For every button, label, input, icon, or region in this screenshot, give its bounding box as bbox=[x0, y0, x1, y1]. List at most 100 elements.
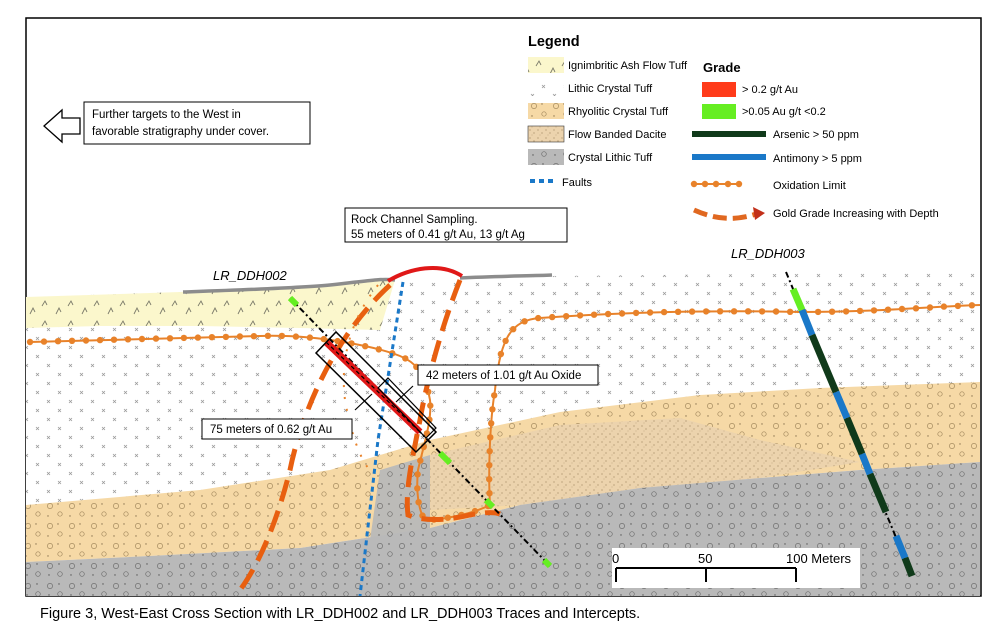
legend-swatch-ignimbrite bbox=[528, 57, 564, 73]
oxide-intercept-box bbox=[314, 330, 438, 454]
ddh003-arsenic-2 bbox=[843, 416, 866, 456]
oxidation-limit-dot bbox=[486, 448, 493, 455]
oxidation-limit-dot bbox=[632, 309, 640, 317]
oxidation-limit-dot bbox=[180, 334, 188, 342]
rock-channel-sample bbox=[386, 265, 464, 283]
legend-label-low-grade: >0.05 Au g/t <0.2 bbox=[742, 106, 826, 118]
oxidation-limit-dot bbox=[208, 334, 216, 341]
legend-swatch-crystal-lithic-tuff bbox=[528, 149, 564, 165]
oxidation-limit-dot bbox=[166, 335, 174, 342]
oxidation-limit-dot bbox=[660, 308, 668, 316]
oxidation-limit-dot bbox=[828, 308, 836, 315]
ddh003-antimony-4 bbox=[892, 534, 909, 560]
legend-swatch-high-grade bbox=[702, 82, 736, 97]
oxidation-limit-dot bbox=[54, 338, 62, 345]
oxidation-limit-dot bbox=[576, 312, 584, 319]
legend-oxidation-dot bbox=[712, 180, 720, 188]
legend-swatch-low-grade bbox=[702, 104, 736, 119]
oxidation-limit-dot bbox=[521, 318, 528, 325]
oxidation-limit-dot bbox=[814, 308, 822, 316]
oxidation-limit-dot bbox=[264, 332, 272, 339]
oxidation-limit-dot bbox=[414, 471, 421, 478]
legend-label-flow-banded-dacite: Flow Banded Dacite bbox=[568, 129, 666, 141]
legend-swatch-rhyolitic-crystal-tuff bbox=[528, 103, 564, 119]
oxidation-limit-dot bbox=[590, 311, 598, 318]
oxidation-limit-dot bbox=[486, 462, 493, 469]
oxidation-limit-dot bbox=[486, 476, 493, 483]
gold-grade-arc-east bbox=[404, 279, 501, 522]
legend-title: Legend bbox=[528, 34, 580, 50]
oxidation-limit-dot bbox=[702, 308, 710, 315]
ddh003-arsenic-1 bbox=[808, 333, 840, 394]
oxidation-limit-dot bbox=[278, 332, 286, 340]
oxidation-limit-dot bbox=[82, 337, 90, 344]
oxidation-limit-dot bbox=[250, 333, 258, 340]
oxidation-limit-dot bbox=[402, 355, 409, 362]
oxidation-limit-dot bbox=[68, 337, 76, 344]
scale-label-100: 100 Meters bbox=[786, 551, 852, 566]
oxidation-limit-dot bbox=[375, 346, 382, 353]
oxidation-limit-dot bbox=[502, 337, 509, 345]
oxidation-limit-dot bbox=[417, 457, 424, 464]
cross-section bbox=[26, 272, 980, 596]
rock-channel-line2: 55 meters of 0.41 g/t Au, 13 g/t Ag bbox=[351, 229, 525, 241]
rock-channel-callout bbox=[344, 207, 568, 243]
rock-channel-line1: Rock Channel Sampling. bbox=[351, 214, 478, 226]
oxidation-limit-dot bbox=[968, 302, 976, 309]
oxidation-limit-dot bbox=[414, 485, 421, 492]
legend-label-crystal-lithic-tuff: Crystal Lithic Tuff bbox=[568, 152, 653, 164]
oxidation-limit-dot bbox=[236, 333, 244, 340]
oxidation-limit-dot bbox=[898, 305, 906, 313]
legend-label-faults: Faults bbox=[562, 177, 592, 189]
oxidation-limit-dot bbox=[786, 308, 794, 315]
ddh003-antimony-1 bbox=[798, 308, 816, 337]
ddh002-interval-center bbox=[325, 341, 421, 433]
oxidation-limit-dot bbox=[488, 420, 495, 427]
oxidation-limit-dot bbox=[138, 335, 146, 343]
ddh002-low-grade-3 bbox=[483, 497, 496, 510]
oxide-tick bbox=[395, 385, 414, 403]
oxidation-limit-dot bbox=[110, 336, 118, 343]
oxidation-limit-dot bbox=[320, 335, 327, 343]
oxidation-limit-dot bbox=[426, 416, 433, 423]
oxidation-limit-dot bbox=[772, 308, 780, 315]
oxidation-limit-dot bbox=[124, 336, 132, 343]
ddh002-low-grade-4 bbox=[541, 557, 553, 569]
oxidation-limit-dot bbox=[954, 302, 962, 310]
oxidation-limit-dot bbox=[415, 499, 422, 506]
oxidation-limit-dot bbox=[444, 514, 451, 521]
oxidation-limit-dot bbox=[926, 304, 934, 311]
intercept-callout-text: 75 meters of 0.62 g/t Au bbox=[210, 424, 332, 436]
oxidation-limit-dot bbox=[427, 402, 434, 409]
legend-label-gold-grade: Gold Grade Increasing with Depth bbox=[773, 208, 939, 220]
oxidation-limit-dot bbox=[940, 303, 948, 310]
legend-label-antimony: Antimony > 5 ppm bbox=[773, 153, 862, 165]
oxidation-limit-dot bbox=[604, 310, 612, 318]
legend-label-arsenic: Arsenic > 50 ppm bbox=[773, 129, 859, 141]
legend-label-rhyolitic-crystal-tuff: Rhyolitic Crystal Tuff bbox=[568, 106, 669, 118]
figure-caption: Figure 3, West-East Cross Section with L… bbox=[40, 606, 641, 622]
scale-label-50: 50 bbox=[698, 551, 712, 566]
legend-oxidation-dot bbox=[735, 180, 743, 188]
west-targets-callout bbox=[83, 101, 311, 145]
ddh002-label: LR_DDH002 bbox=[213, 268, 287, 283]
ddh003-low-grade bbox=[789, 287, 806, 312]
oxidation-limit-dot bbox=[716, 308, 724, 315]
fault-line bbox=[358, 281, 405, 597]
scale-bar: 0 50 100 Meters bbox=[612, 548, 860, 588]
oxidation-limit-dot bbox=[870, 307, 878, 314]
legend-label-ignimbrite: Ignimbritic Ash Flow Tuff bbox=[568, 60, 688, 72]
legend: Legend Grade Ignimbritic Ash Flow Tuff L… bbox=[527, 34, 939, 221]
oxidation-limit-dot bbox=[758, 308, 766, 315]
oxidation-limit-dot bbox=[744, 308, 752, 315]
oxidation-limit-dot bbox=[96, 336, 104, 344]
ddh002-low-grade-2 bbox=[437, 450, 453, 466]
oxide-intercept-inner-box bbox=[377, 377, 437, 439]
topography-line bbox=[182, 277, 396, 294]
legend-oxidation-dot bbox=[690, 180, 698, 188]
ddh003-label: LR_DDH003 bbox=[731, 246, 805, 261]
oxidation-limit-dot bbox=[306, 334, 314, 341]
ddh002-low-grade-1 bbox=[287, 295, 300, 308]
intercept-callout bbox=[201, 418, 353, 440]
